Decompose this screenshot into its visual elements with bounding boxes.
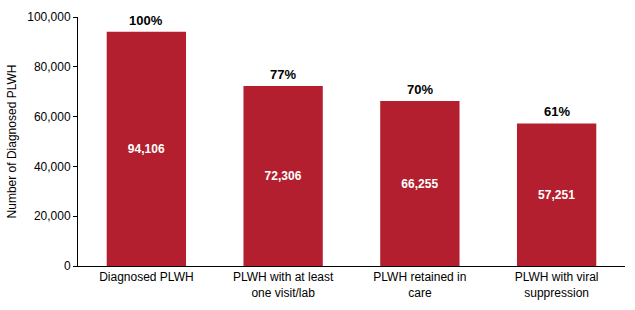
svg-text:PLWH with viralsuppression: PLWH with viralsuppression xyxy=(515,270,599,300)
svg-text:100%: 100% xyxy=(129,13,163,28)
svg-text:77%: 77% xyxy=(270,67,296,82)
svg-text:72,306: 72,306 xyxy=(265,169,302,183)
svg-text:0: 0 xyxy=(64,259,71,273)
svg-text:61%: 61% xyxy=(544,104,570,119)
svg-text:PLWH with at leastone visit/la: PLWH with at leastone visit/lab xyxy=(233,270,334,300)
svg-text:Diagnosed PLWH: Diagnosed PLWH xyxy=(99,270,194,284)
svg-text:57,251: 57,251 xyxy=(538,188,575,202)
svg-text:100,000: 100,000 xyxy=(27,10,71,24)
svg-text:Number of Diagnosed PLWH: Number of Diagnosed PLWH xyxy=(5,65,19,219)
svg-text:PLWH retained incare: PLWH retained incare xyxy=(373,270,466,300)
svg-text:66,255: 66,255 xyxy=(401,177,438,191)
svg-text:80,000: 80,000 xyxy=(34,60,71,74)
svg-text:40,000: 40,000 xyxy=(34,160,71,174)
svg-text:94,106: 94,106 xyxy=(128,142,165,156)
svg-text:70%: 70% xyxy=(407,82,433,97)
svg-text:60,000: 60,000 xyxy=(34,110,71,124)
svg-text:20,000: 20,000 xyxy=(34,209,71,223)
